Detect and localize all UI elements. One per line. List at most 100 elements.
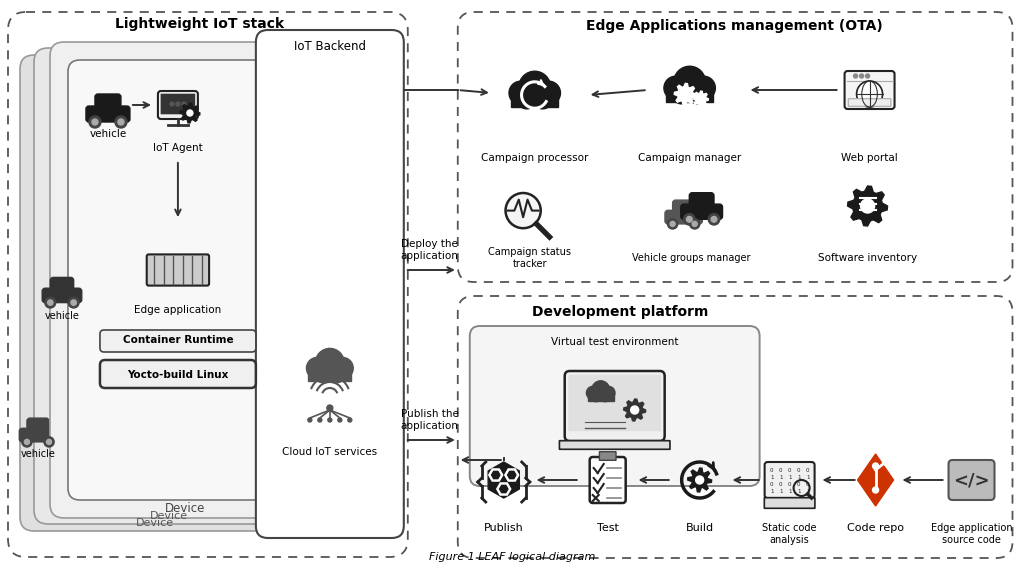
Circle shape [592,381,609,398]
Text: Build: Build [686,523,714,533]
FancyBboxPatch shape [590,457,626,503]
Circle shape [517,89,537,109]
Text: </>: </> [953,471,990,489]
Polygon shape [180,103,200,123]
Text: Publish the
application: Publish the application [400,409,459,431]
Text: vehicle: vehicle [44,311,80,321]
Text: 1: 1 [797,475,801,480]
FancyBboxPatch shape [100,330,256,352]
Text: IoT Agent: IoT Agent [153,143,203,153]
Circle shape [688,84,708,104]
FancyBboxPatch shape [86,106,130,122]
Text: Edge application: Edge application [134,305,221,315]
Circle shape [664,76,688,100]
Text: Campaign manager: Campaign manager [638,153,741,163]
Circle shape [338,418,342,422]
Circle shape [872,463,879,469]
Circle shape [25,439,30,444]
Circle shape [187,110,193,116]
Text: 1: 1 [770,489,773,493]
FancyBboxPatch shape [20,55,290,531]
Text: Development platform: Development platform [531,305,708,319]
FancyBboxPatch shape [765,462,815,498]
Circle shape [176,102,180,106]
Polygon shape [624,399,646,421]
Text: Virtual test environment: Virtual test environment [551,337,679,347]
Text: 0: 0 [779,481,782,486]
Text: vehicle: vehicle [20,449,55,459]
Circle shape [689,219,699,229]
Text: 1: 1 [797,489,801,493]
FancyBboxPatch shape [50,42,319,518]
Circle shape [686,216,692,222]
Circle shape [532,89,553,109]
Circle shape [313,365,332,382]
Circle shape [328,365,346,382]
Text: 1: 1 [779,475,782,480]
FancyBboxPatch shape [599,452,616,460]
Polygon shape [488,469,503,481]
Circle shape [306,357,328,379]
Circle shape [865,74,869,78]
Polygon shape [848,186,888,226]
Polygon shape [508,471,516,479]
Circle shape [46,439,51,444]
FancyBboxPatch shape [19,428,56,442]
Circle shape [670,221,675,226]
Text: Cloud IoT services: Cloud IoT services [283,447,378,457]
FancyBboxPatch shape [161,94,196,114]
Text: 1: 1 [779,489,782,493]
FancyBboxPatch shape [673,200,694,212]
Text: Campaign processor: Campaign processor [481,153,589,163]
Text: Code repo: Code repo [847,523,904,533]
Text: Device: Device [150,511,188,521]
Circle shape [537,81,560,105]
Circle shape [89,116,101,128]
Text: Yocto-build Linux: Yocto-build Linux [127,370,228,380]
Text: Device: Device [165,501,205,514]
Text: Publish: Publish [484,523,523,533]
Polygon shape [505,469,519,481]
Circle shape [602,386,615,399]
Circle shape [45,297,55,308]
Text: 0: 0 [797,468,801,472]
Circle shape [587,386,600,399]
Circle shape [691,76,716,100]
Circle shape [115,116,127,128]
FancyBboxPatch shape [68,60,312,500]
Text: 0: 0 [787,481,792,486]
Circle shape [118,119,124,125]
Text: Vehicle groups manager: Vehicle groups manager [633,253,751,263]
Circle shape [674,66,706,98]
FancyBboxPatch shape [559,441,670,450]
Circle shape [170,102,174,106]
Circle shape [509,81,532,105]
Circle shape [519,71,551,103]
Text: 1: 1 [770,475,773,480]
FancyBboxPatch shape [568,375,660,431]
Text: 1: 1 [787,475,792,480]
Text: Edge application
source code: Edge application source code [931,523,1013,545]
Text: 0: 0 [806,481,809,486]
Text: Static code
analysis: Static code analysis [762,523,817,545]
Circle shape [711,216,717,222]
Text: 0: 0 [779,468,782,472]
Circle shape [328,418,332,422]
FancyBboxPatch shape [95,94,121,108]
Text: IoT Backend: IoT Backend [294,39,366,52]
FancyBboxPatch shape [665,211,702,224]
Text: Test: Test [597,523,618,533]
Polygon shape [857,454,894,506]
FancyBboxPatch shape [27,418,49,430]
Circle shape [860,199,874,213]
Circle shape [182,102,186,106]
Text: 1: 1 [787,489,792,493]
Text: Lightweight IoT stack: Lightweight IoT stack [116,17,285,31]
Circle shape [695,476,703,484]
Bar [666,88,714,102]
Text: Figure 1 LEAF logical diagram: Figure 1 LEAF logical diagram [429,552,595,562]
Polygon shape [500,485,508,493]
Text: 0: 0 [770,481,773,486]
Text: Device: Device [136,518,174,528]
Circle shape [883,459,889,465]
